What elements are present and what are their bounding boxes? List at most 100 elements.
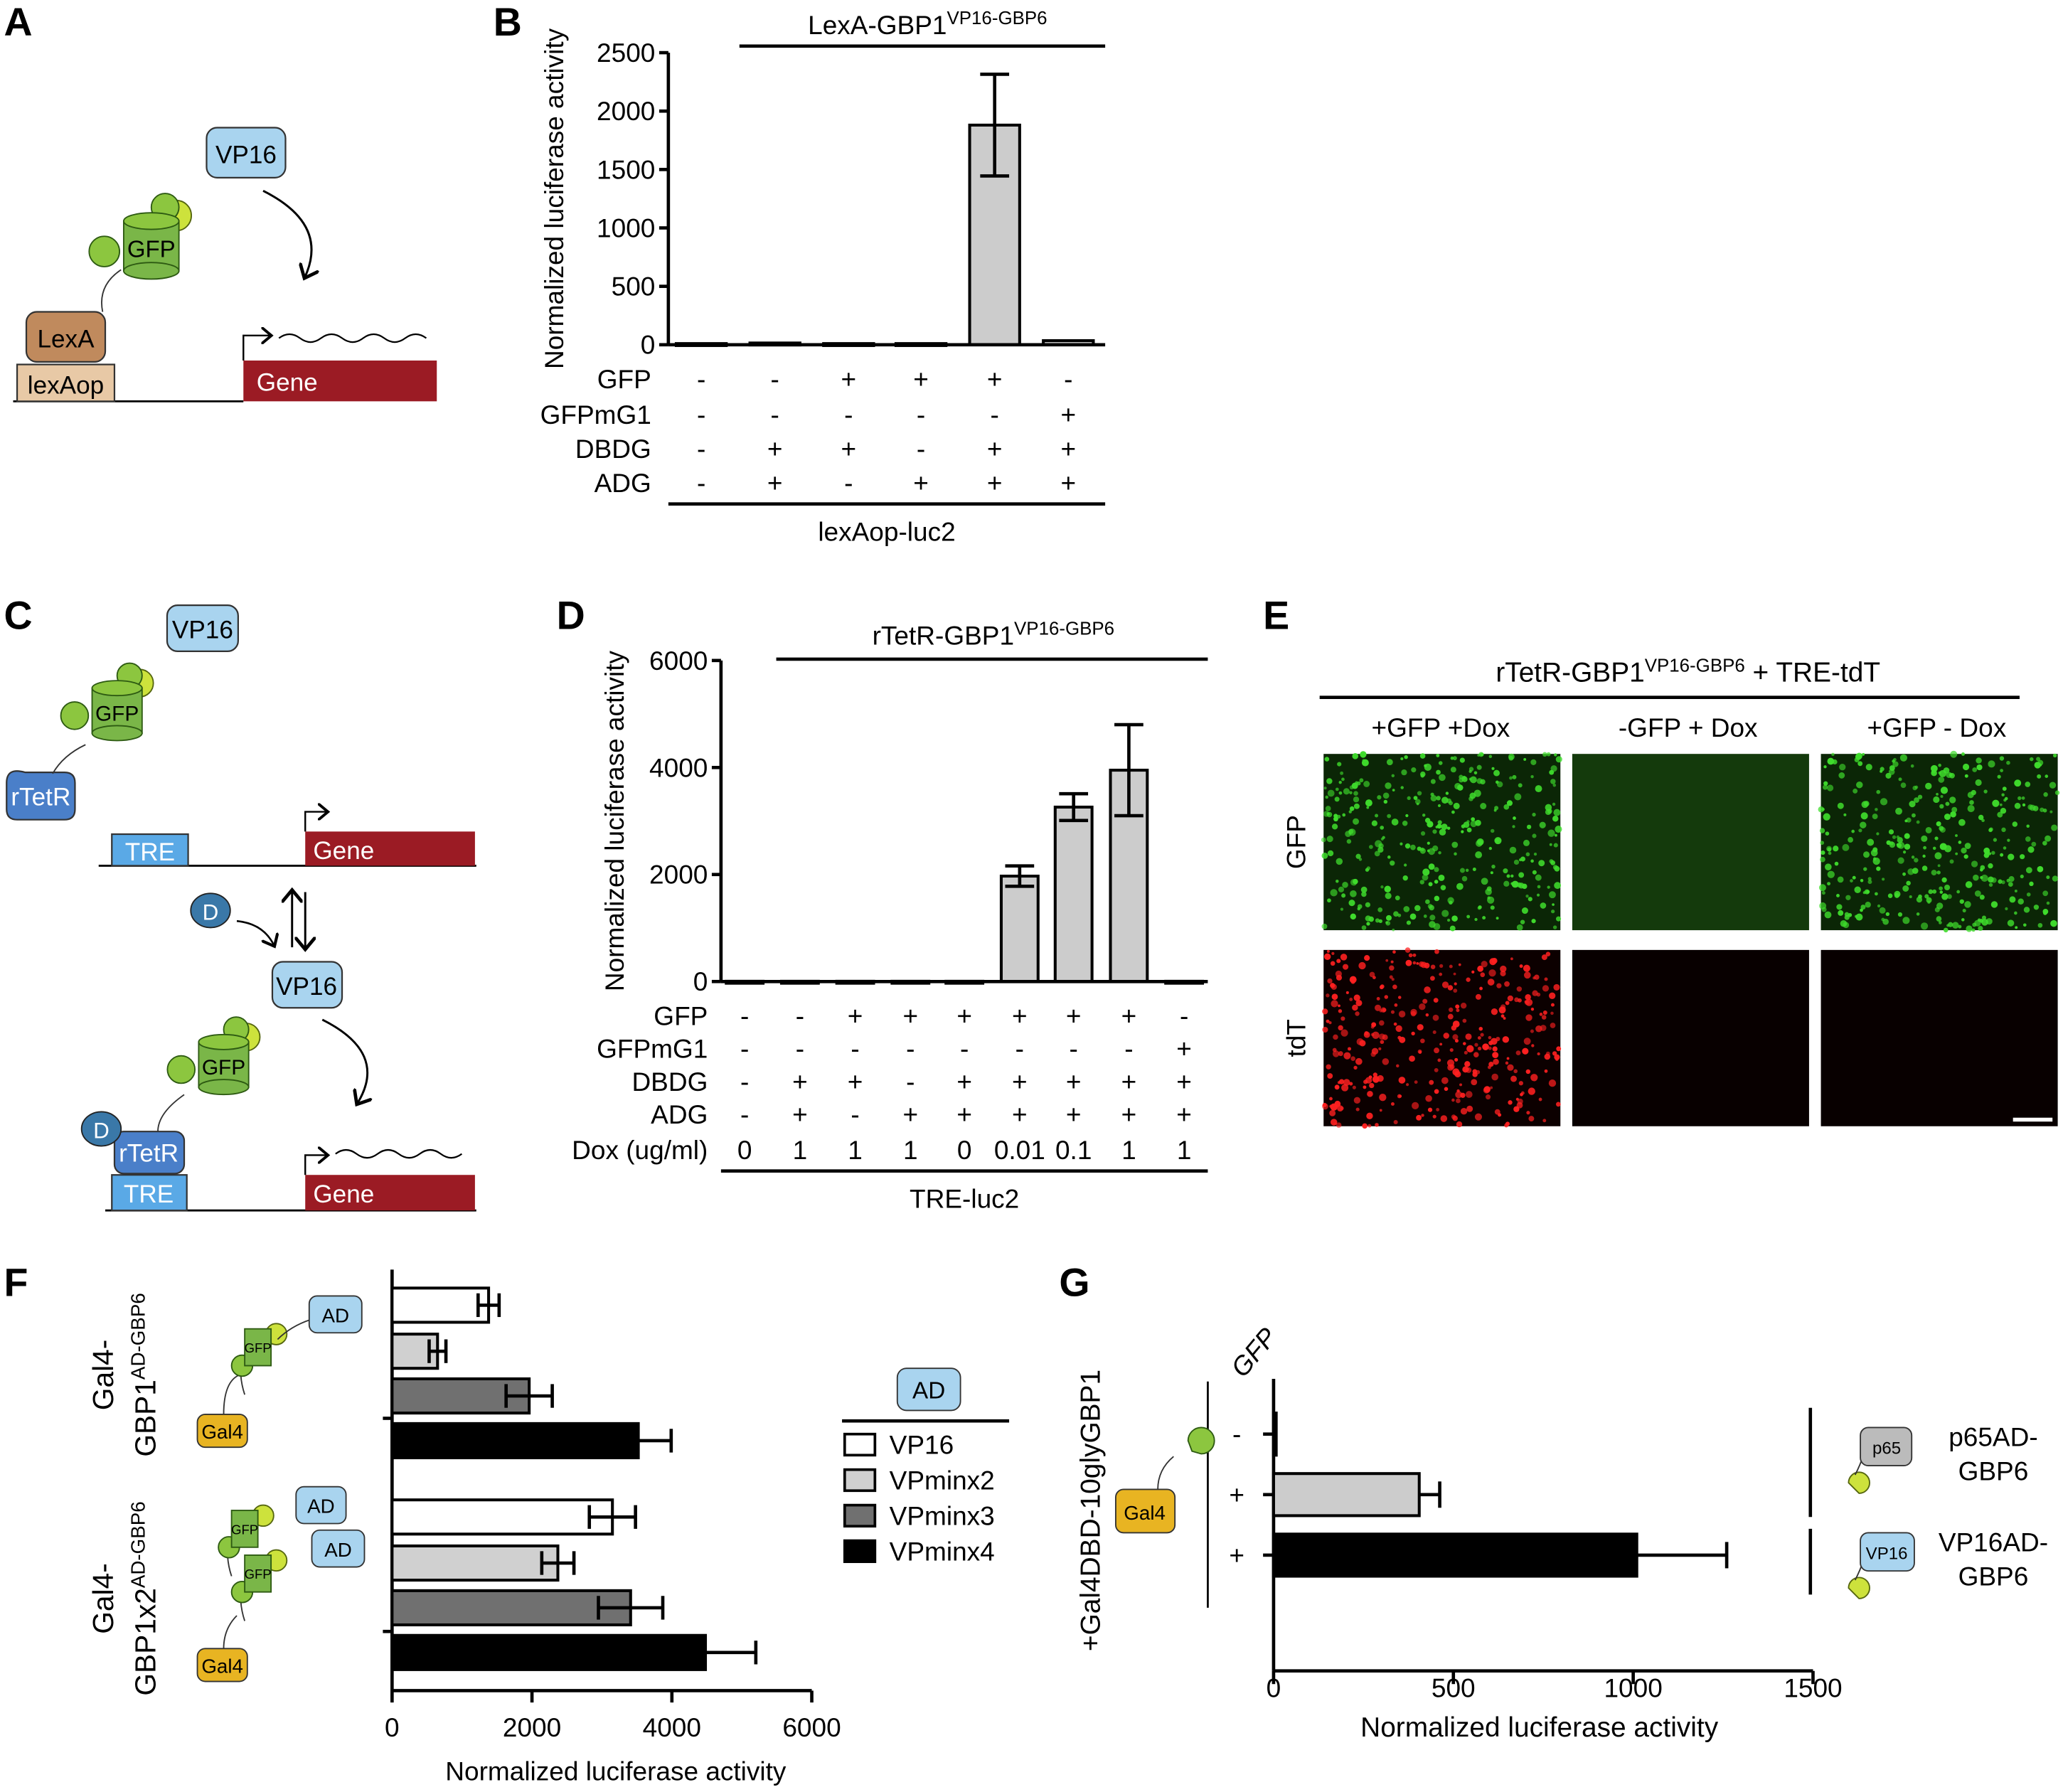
cell-dot: [1855, 752, 1862, 759]
cell-dot: [1384, 995, 1389, 999]
cell-dot: [1925, 827, 1932, 833]
cell-dot: [1912, 813, 1916, 818]
cell-dot: [1521, 907, 1528, 914]
condition-value: -: [771, 365, 779, 394]
cell-dot: [1378, 1020, 1385, 1026]
cell-dot: [1449, 1007, 1454, 1013]
cell-dot: [1488, 754, 1493, 759]
cell-dot: [1823, 784, 1828, 790]
cell-dot: [1439, 964, 1444, 968]
cell-dot: [2046, 901, 2050, 905]
cell-dot: [1900, 782, 1907, 789]
cell-dot: [1525, 1069, 1531, 1074]
cell-dot: [1372, 1031, 1380, 1039]
condition-value: +: [848, 1001, 863, 1030]
cell-dot: [1902, 872, 1907, 876]
cell-dot: [1392, 928, 1395, 932]
dox-label: D: [203, 900, 219, 924]
gfp-label: GFP: [202, 1056, 245, 1079]
cell-dot: [2022, 923, 2027, 927]
cell-dot: [1525, 852, 1530, 857]
condition-value: +: [1066, 1067, 1082, 1097]
cell-dot: [1352, 753, 1359, 759]
cell-dot: [1447, 1013, 1454, 1020]
cell-dot: [1934, 836, 1939, 841]
condition-value: +: [848, 1067, 863, 1097]
cell-dot: [2025, 836, 2031, 842]
cell-dot: [1444, 1087, 1449, 1092]
lexaop-box: [16, 363, 116, 402]
condition-value: +: [1176, 1035, 1192, 1064]
cell-dot: [1855, 914, 1858, 918]
legend-ad-box: [896, 1367, 961, 1412]
cell-dot: [1545, 809, 1552, 816]
gal4-box-label: Gal4: [201, 1421, 243, 1443]
cell-dot: [1419, 880, 1424, 885]
cell-dot: [1945, 801, 1950, 806]
chart-f: 0 2000 4000 6000 Normalized luciferase activ…: [87, 1269, 1010, 1786]
y-tick-label: 1500: [597, 155, 655, 184]
cell-dot: [1353, 1097, 1361, 1104]
cell-dot: [1491, 1008, 1498, 1015]
cell-dot: [1449, 925, 1456, 932]
cell-dot: [1380, 826, 1385, 830]
cell-dot: [1340, 1016, 1345, 1021]
cell-dot: [1818, 884, 1826, 892]
cell-dot: [1405, 814, 1409, 818]
cell-dot: [1541, 954, 1547, 961]
cell-dot: [1978, 814, 1984, 821]
cell-dot: [1490, 905, 1495, 910]
cell-dot: [1513, 859, 1520, 865]
cell-dot: [1836, 904, 1843, 910]
dox-label: D: [93, 1118, 110, 1143]
cell-dot: [1966, 925, 1973, 932]
cell-dot: [1392, 984, 1397, 990]
cell-dot: [1439, 774, 1446, 782]
lexaop-label: lexAop: [28, 371, 104, 399]
cell-dot: [1408, 953, 1413, 958]
cell-dot: [1456, 1089, 1460, 1093]
ad-box: [311, 1529, 366, 1568]
cell-dot: [1352, 1004, 1358, 1011]
cell-dot: [1523, 1038, 1531, 1045]
condition-value: -: [740, 1001, 749, 1030]
panel-e-title: rTetR-GBP1VP16-GBP6 + TRE-tdT: [1496, 656, 1880, 688]
cell-dot: [1359, 1040, 1366, 1047]
cell-dot: [1446, 798, 1451, 804]
cell-dot: [1429, 976, 1435, 981]
cell-dot: [1931, 769, 1936, 774]
cell-dot: [1357, 907, 1361, 911]
cell-dot: [1545, 804, 1552, 811]
cell-dot: [1553, 809, 1561, 816]
cell-dot: [1491, 767, 1495, 770]
cell-dot: [1916, 912, 1920, 916]
cell-dot: [1897, 912, 1903, 917]
cell-dot: [1880, 767, 1885, 772]
cell-dot: [1845, 895, 1851, 900]
cell-dot: [1341, 777, 1345, 782]
cell-dot: [1514, 997, 1519, 1003]
cell-dot: [1405, 959, 1412, 966]
condition-value: +: [1012, 1001, 1028, 1030]
cell-dot: [1880, 798, 1888, 806]
cell-dot: [1824, 911, 1832, 919]
cell-dot: [1413, 796, 1418, 800]
cell-dot: [1338, 791, 1343, 795]
cell-dot: [1330, 1119, 1338, 1126]
group-label: Gal4-: [87, 1340, 119, 1411]
cell-dot: [1537, 885, 1541, 889]
cell-dot: [1360, 751, 1367, 758]
micrograph-background: [1821, 949, 2058, 1126]
cell-dot: [2045, 774, 2049, 778]
cell-dot: [1379, 1094, 1387, 1102]
tre-label: TRE: [125, 838, 175, 866]
cell-dot: [1353, 803, 1360, 809]
gfp-label: GFP: [245, 1340, 272, 1355]
cell-dot: [1378, 919, 1382, 924]
cell-dot: [1961, 918, 1965, 922]
cell-dot: [1349, 997, 1353, 1001]
cell-dot: [1440, 1115, 1448, 1122]
cell-dot: [2007, 919, 2015, 927]
cell-dot: [1420, 1038, 1425, 1044]
cell-dot: [1547, 885, 1550, 889]
